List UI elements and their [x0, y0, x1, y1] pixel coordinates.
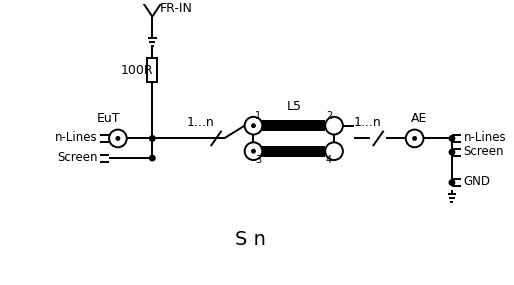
Text: 1...n: 1...n	[187, 116, 214, 129]
Text: n-Lines: n-Lines	[464, 131, 506, 144]
Circle shape	[325, 142, 343, 160]
Text: AE: AE	[411, 112, 428, 125]
Bar	[262, 146, 325, 156]
Text: Screen: Screen	[57, 150, 97, 164]
Text: n-Lines: n-Lines	[54, 131, 97, 144]
Bar	[262, 131, 325, 146]
Text: 100R: 100R	[121, 64, 154, 77]
Text: L5: L5	[286, 100, 301, 113]
Circle shape	[449, 179, 455, 186]
Circle shape	[449, 149, 455, 156]
Circle shape	[245, 117, 262, 135]
Text: FR-IN: FR-IN	[160, 2, 193, 15]
Bar	[262, 120, 325, 131]
Text: S n: S n	[235, 230, 266, 249]
Circle shape	[325, 117, 343, 135]
Text: 3: 3	[255, 155, 262, 165]
Text: GND: GND	[464, 175, 491, 188]
Circle shape	[406, 130, 424, 147]
Circle shape	[109, 130, 127, 147]
Text: 1: 1	[255, 111, 262, 121]
Circle shape	[149, 155, 156, 162]
Text: 1...n: 1...n	[354, 116, 381, 129]
Circle shape	[251, 149, 256, 154]
Circle shape	[149, 135, 156, 142]
Circle shape	[449, 135, 455, 142]
Text: 2: 2	[326, 111, 332, 121]
Text: EuT: EuT	[96, 112, 120, 125]
Text: 4: 4	[326, 155, 332, 165]
Circle shape	[116, 136, 120, 141]
Text: Screen: Screen	[464, 145, 504, 158]
Bar	[148, 58, 157, 82]
Circle shape	[412, 136, 417, 141]
Circle shape	[251, 123, 256, 128]
Circle shape	[245, 142, 262, 160]
